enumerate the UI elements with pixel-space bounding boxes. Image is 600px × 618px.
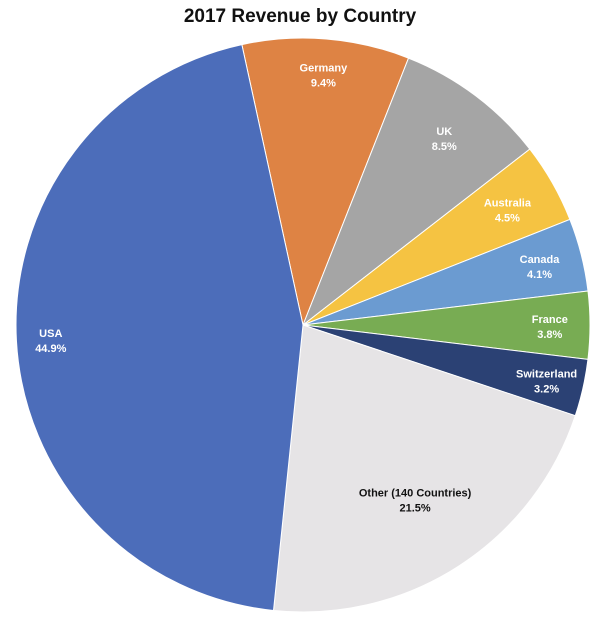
slice-name: Australia [484, 197, 532, 209]
slice-name: Other (140 Countries) [359, 488, 472, 500]
slice-name: Canada [520, 254, 561, 266]
slice-label-uk: UK 8.5% [432, 126, 457, 153]
slice-germany [241, 37, 410, 327]
slice-label-france: France 3.8% [532, 314, 568, 341]
slice-percent: 4.5% [495, 212, 520, 224]
slice-other-140-countries [272, 324, 576, 613]
slice-label-canada: Canada 4.1% [520, 254, 561, 281]
slice-percent: 4.1% [527, 269, 552, 281]
slice-percent: 44.9% [35, 343, 66, 355]
slice-label-germany: Germany 9.4% [300, 62, 349, 89]
slice-name: USA [39, 328, 62, 340]
slice-percent: 21.5% [399, 503, 430, 515]
slice-name: France [532, 314, 568, 326]
slice-percent: 9.4% [311, 77, 336, 89]
slice-name: Switzerland [516, 369, 577, 381]
slice-label-usa: USA 44.9% [35, 328, 66, 355]
slice-percent: 3.8% [537, 329, 562, 341]
slice-uk [301, 57, 531, 327]
slice-name: Germany [300, 62, 349, 74]
slice-label-other-140-countries: Other (140 Countries) 21.5% [359, 488, 472, 515]
slice-percent: 8.5% [432, 141, 457, 153]
slice-label-australia: Australia 4.5% [484, 197, 532, 224]
slice-label-switzerland: Switzerland 3.2% [516, 369, 577, 396]
slice-usa [15, 43, 304, 612]
chart-title: 2017 Revenue by Country [183, 6, 417, 27]
slice-percent: 3.2% [534, 384, 559, 396]
slice-name: UK [436, 126, 452, 138]
